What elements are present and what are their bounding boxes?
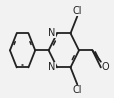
Text: Cl: Cl <box>72 6 81 16</box>
Text: N: N <box>48 62 55 72</box>
Text: O: O <box>101 62 108 72</box>
Text: N: N <box>48 28 55 38</box>
Text: Cl: Cl <box>72 85 81 95</box>
